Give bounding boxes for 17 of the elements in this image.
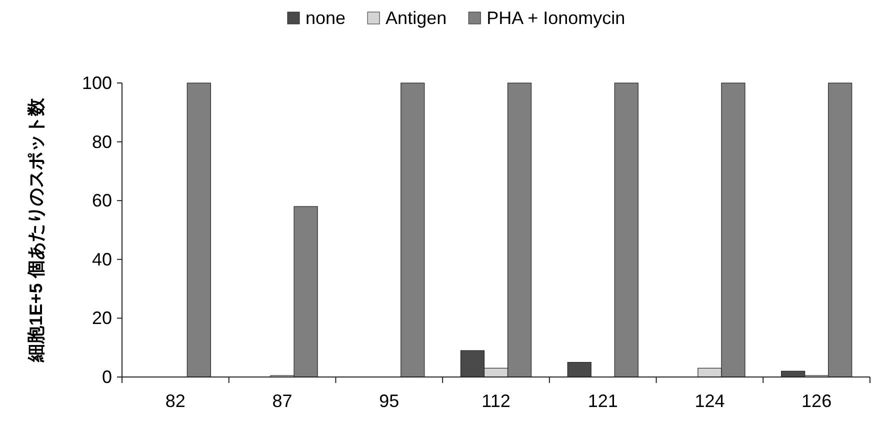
y-tick-label: 80 (92, 132, 112, 152)
x-tick-label: 87 (272, 391, 292, 411)
legend-label: Antigen (386, 8, 447, 28)
x-tick-label: 95 (379, 391, 400, 411)
y-tick-label: 0 (102, 367, 112, 387)
x-tick-label: 112 (482, 391, 510, 411)
y-axis-title: 細胞1E+5 個あたりのスポット数 (26, 97, 46, 363)
y-tick-label: 100 (82, 73, 112, 93)
legend-label: PHA + Ionomycin (486, 8, 626, 28)
x-tick-label: 121 (588, 391, 618, 411)
y-tick-label: 40 (92, 249, 112, 270)
x-tick-label: 82 (165, 391, 186, 411)
legend-label: none (306, 8, 346, 28)
y-tick-label: 60 (92, 190, 112, 211)
x-tick-label: 124 (694, 391, 725, 411)
x-tick-label: 126 (802, 391, 832, 411)
y-tick-label: 20 (92, 308, 112, 328)
